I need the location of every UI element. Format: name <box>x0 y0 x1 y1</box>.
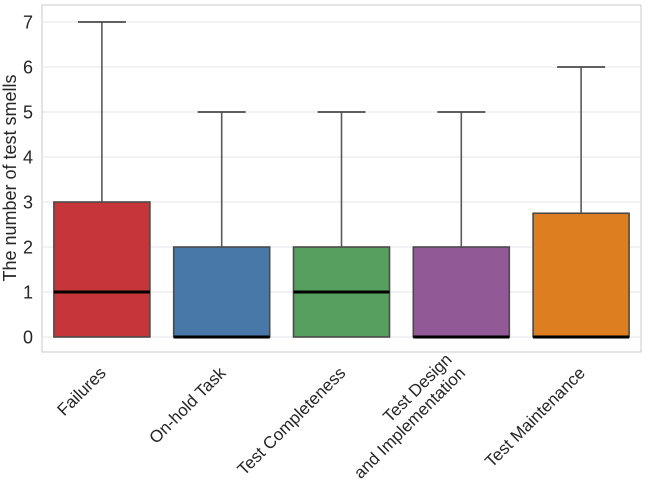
y-axis-title: The number of test smells <box>0 74 20 281</box>
box-group-failures <box>53 21 151 338</box>
y-tick-label: 0 <box>23 328 33 348</box>
x-tick-label-group: Failures <box>54 363 110 419</box>
x-tick-label: On-hold Task <box>145 363 229 447</box>
iqr-box <box>53 201 151 338</box>
box-layer <box>53 21 630 339</box>
x-tick-label: Failures <box>54 363 110 419</box>
box-group-test-completeness <box>292 111 391 338</box>
x-tick-label-group: Test Completeness <box>234 363 350 479</box>
x-tick-label: Test Completeness <box>234 363 350 479</box>
y-tick-label: 1 <box>23 283 33 303</box>
box-group-test-maintenance <box>532 66 630 339</box>
iqr-box <box>172 246 271 338</box>
x-tick-label: Test Maintenance <box>481 363 589 471</box>
y-tick-label: 2 <box>23 238 33 258</box>
x-tick-label-group: On-hold Task <box>145 363 229 447</box>
y-tick-label: 6 <box>23 58 33 78</box>
iqr-box <box>532 212 630 338</box>
y-tick-label: 7 <box>23 13 33 33</box>
y-tick-label: 5 <box>23 103 33 123</box>
box-group-test-design-and-implementation <box>412 111 511 339</box>
iqr-box <box>412 246 511 338</box>
x-tick-label-group: Test Maintenance <box>481 363 589 471</box>
y-tick-label: 3 <box>23 193 33 213</box>
y-tick-label: 4 <box>23 148 33 168</box>
box-group-on-hold-task <box>172 111 271 339</box>
